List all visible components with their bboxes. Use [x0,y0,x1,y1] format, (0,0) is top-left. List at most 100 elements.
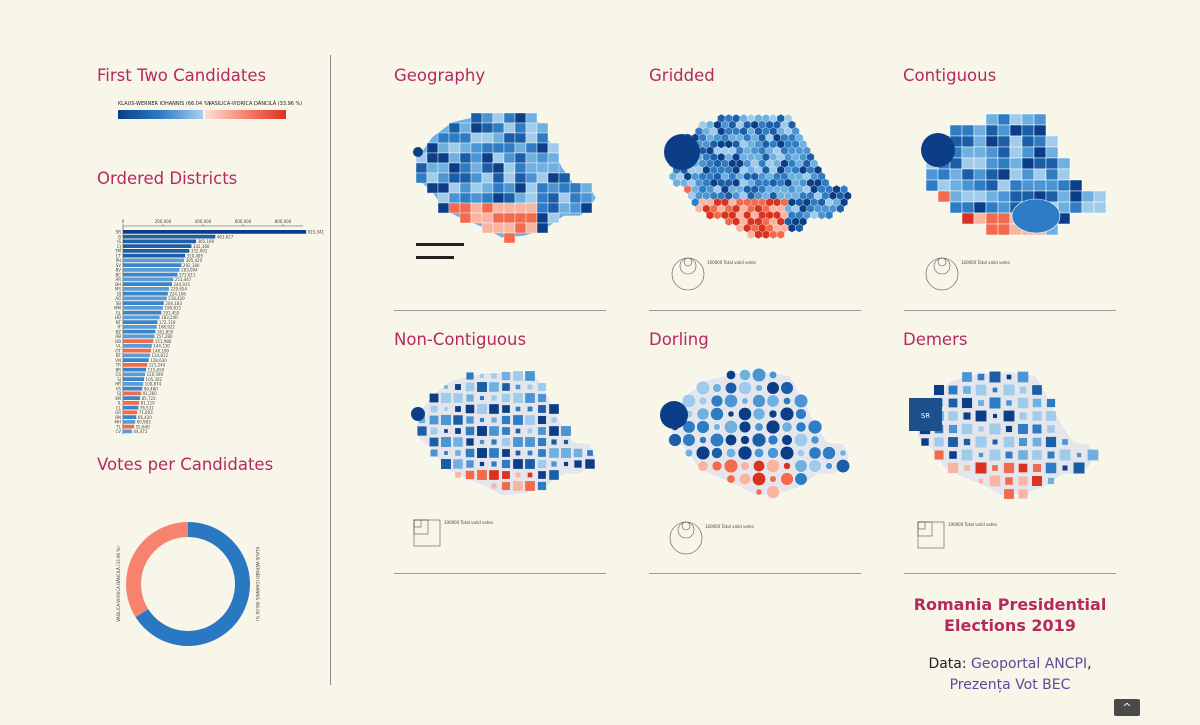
bar-IL [123,401,140,405]
bar-category-label: TR [115,363,121,368]
bar-value-label: 91,260 [143,391,157,396]
county-region [536,172,549,184]
bar-SM [123,396,141,400]
county-region [558,192,571,204]
county-circle [754,422,764,432]
bar-category-label: AR [115,277,121,282]
county-scaled [477,404,487,414]
votes-per-candidates-title: Votes per Candidates [97,455,274,474]
county-sr-bubble [413,147,423,157]
county-scaled [502,471,510,479]
bar-value-label: 144,130 [153,344,170,349]
bar-category-label: NT [116,320,122,325]
county-region [470,132,483,144]
county-region [492,132,505,144]
demers-map[interactable]: SR 100000 Total valid votes [904,370,1104,560]
county-scaled [477,382,487,392]
county-scaled [429,437,439,447]
bar-VN [123,358,149,362]
county-region [1045,179,1059,192]
county-scaled [513,481,523,491]
county-region [973,190,987,203]
scroll-to-top-button[interactable]: ^ [1114,699,1140,716]
county-circle [681,393,697,409]
bar-CV [123,429,132,434]
county-scaled [489,470,499,480]
county-circle [765,419,781,435]
bar-value-label: 199,815 [164,306,181,311]
county-region [1045,168,1059,181]
county-region [1021,113,1035,126]
county-square [1004,489,1014,499]
bar-category-label: OT [115,348,121,353]
bar-TM [123,249,190,253]
county-region [997,212,1011,225]
county-scaled [587,450,593,456]
county-region [949,201,963,214]
bar-value-label: 55,640 [136,424,150,429]
county-region [514,112,527,124]
bar-value-label: 157,280 [156,334,173,339]
bar-SB [123,301,164,305]
county-square [1003,384,1015,396]
county-circle [783,462,791,470]
county-square [1032,437,1042,447]
county-scaled [502,427,510,435]
contiguous-map[interactable]: 100000 Total valid votes [912,112,1112,292]
bar-value-label: 183,240 [161,315,178,320]
county-scaled [489,448,499,458]
geography-map[interactable] [404,112,604,292]
bar-category-label: MM [114,306,121,311]
gridded-map[interactable]: 100000 Total valid votes [658,112,858,292]
bar-category-label: AG [115,296,121,301]
bar-value-label: 305,420 [186,258,203,263]
county-circle [796,448,806,458]
county-region [514,182,527,194]
county-square [989,371,1001,383]
county-region [481,152,494,164]
size-legend-square [413,519,441,547]
link-geoportal-ancpi[interactable]: Geoportal ANCPI [971,656,1088,672]
county-square [1018,450,1028,460]
bar-value-label: 85,722 [142,396,156,401]
county-region [1045,190,1059,203]
county-scaled [537,481,547,491]
bar-value-label: 105,302 [146,377,163,382]
county-circle [780,472,794,486]
county-square [1032,385,1042,395]
county-scaled [525,459,535,469]
county-region [985,179,999,192]
county-region [997,113,1011,126]
county-scaled [429,393,439,403]
link-prezenta-vot-bec[interactable]: Prezența Vot BEC [949,677,1071,693]
county-region [1021,146,1035,159]
county-region [536,122,549,134]
gridded-title: Gridded [649,66,715,85]
county-square [1062,439,1068,445]
county-region [985,113,999,126]
county-region [558,202,571,214]
county-scaled [466,416,474,424]
county-scaled [465,448,475,458]
county-square [1019,412,1027,420]
county-square [1018,424,1028,434]
county-circle [699,436,707,444]
county-circle [794,459,808,473]
bar-category-label: BN [115,415,121,420]
bar-category-label: B [118,234,121,239]
county-region [1069,190,1083,203]
county-region [503,162,516,174]
county-region [514,162,527,174]
bar-IF [123,325,157,329]
county-region [973,201,987,214]
county-square [1003,436,1015,448]
size-legend-square [413,519,422,528]
county-region [569,182,582,194]
dorling-map[interactable]: 100000 Total valid votes [658,367,858,560]
county-scaled [537,393,547,403]
county-circle [752,472,766,486]
county-region [937,179,951,192]
non-contiguous-map[interactable]: 100000 Total valid votes [404,370,604,560]
county-region [525,152,538,164]
county-region [558,172,571,184]
